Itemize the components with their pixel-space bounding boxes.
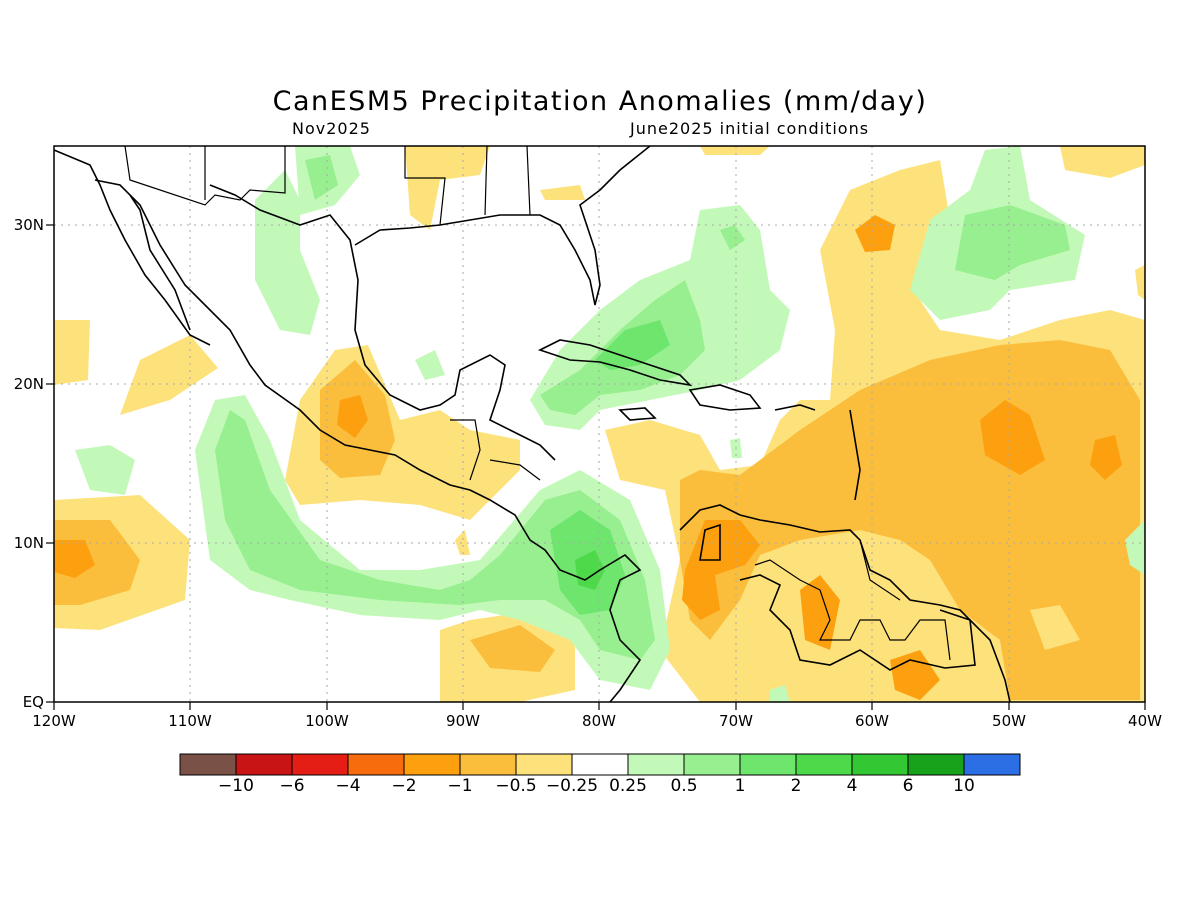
colorbar-swatch — [403, 753, 461, 776]
lon-label-90w: 90W — [446, 712, 480, 730]
wet-anomalies — [75, 146, 1145, 702]
colorbar-swatch — [179, 753, 237, 776]
chart-title: CanESM5 Precipitation Anomalies (mm/day) — [272, 86, 928, 117]
colorbar-swatch — [683, 753, 741, 776]
colorbar-swatch — [627, 753, 685, 776]
colorbar-tick-label: −10 — [218, 776, 254, 796]
colorbar-swatch — [963, 753, 1021, 776]
colorbar-swatch — [459, 753, 517, 776]
lon-label-120w: 120W — [32, 712, 76, 730]
dry-anomalies — [54, 146, 1145, 702]
initial-conditions: June2025 initial conditions — [630, 119, 870, 138]
colorbar-tick-label: 0.5 — [670, 776, 698, 796]
colorbar-swatch — [795, 753, 853, 776]
colorbar-tick-label: −0.5 — [495, 776, 537, 796]
lon-label-110w: 110W — [168, 712, 212, 730]
country-borders — [124, 145, 951, 661]
colorbar-swatch — [907, 753, 965, 776]
colorbar-swatch — [571, 753, 629, 776]
lat-label-10n: 10N — [13, 534, 44, 552]
colorbar-tick-label: 6 — [902, 776, 914, 796]
colorbar-swatch — [235, 753, 293, 776]
colorbar — [179, 753, 1021, 776]
lat-label-eq: EQ — [22, 693, 44, 711]
lon-label-70w: 70W — [719, 712, 753, 730]
colorbar-tick-label: −2 — [391, 776, 417, 796]
colorbar-tick-label: 1 — [734, 776, 746, 796]
colorbar-tick-label: 0.25 — [609, 776, 647, 796]
colorbar-swatch — [515, 753, 573, 776]
lat-label-30n: 30N — [13, 216, 44, 234]
lon-label-100w: 100W — [305, 712, 349, 730]
colorbar-tick-label: 2 — [790, 776, 802, 796]
colorbar-swatch — [851, 753, 909, 776]
forecast-month: Nov2025 — [292, 119, 371, 138]
colorbar-tick-label: −1 — [447, 776, 473, 796]
grid-lines — [54, 146, 1145, 702]
lon-label-80w: 80W — [582, 712, 616, 730]
lat-label-20n: 20N — [13, 375, 44, 393]
lon-label-50w: 50W — [992, 712, 1026, 730]
axis-ticks — [46, 224, 1146, 710]
lon-label-60w: 60W — [855, 712, 889, 730]
colorbar-swatch — [739, 753, 797, 776]
colorbar-swatch — [291, 753, 349, 776]
colorbar-tick-label: −6 — [279, 776, 305, 796]
colorbar-swatch — [347, 753, 405, 776]
colorbar-tick-label: 4 — [846, 776, 858, 796]
lon-label-40w: 40W — [1128, 712, 1162, 730]
anomaly-field — [54, 146, 1145, 702]
colorbar-tick-label: −4 — [335, 776, 361, 796]
colorbar-tick-label: 10 — [953, 776, 975, 796]
colorbar-tick-label: −0.25 — [545, 776, 599, 796]
